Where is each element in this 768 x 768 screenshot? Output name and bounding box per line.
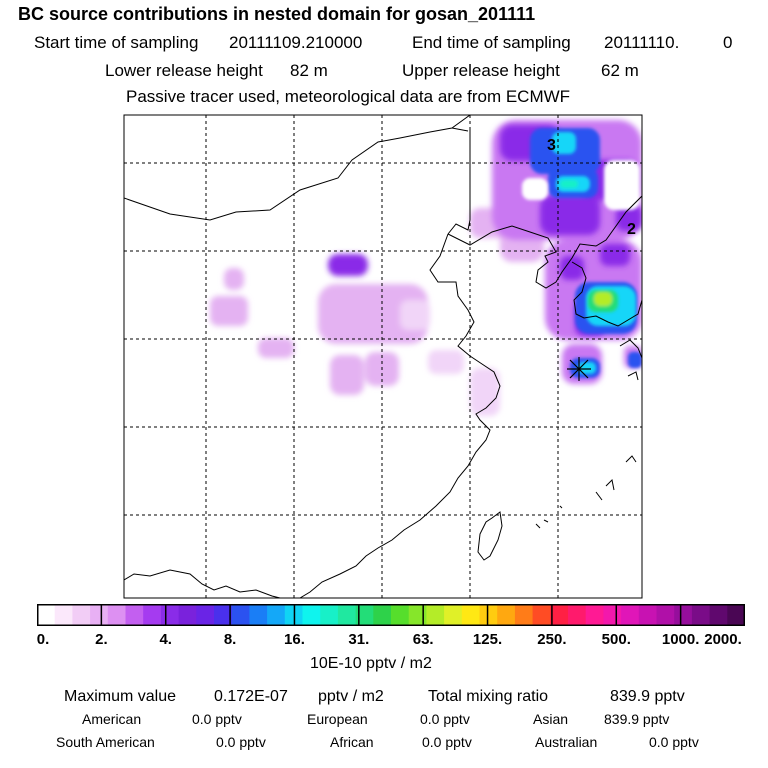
end-time-suffix: 0 [723, 33, 733, 52]
colorbar-swatch [391, 604, 410, 626]
region-asian-value: 839.9 pptv [604, 711, 670, 727]
colorbar-swatch [125, 604, 144, 626]
colorbar-tick-label: 2. [95, 631, 108, 648]
colorbar-swatch [568, 604, 587, 626]
colorbar-swatch [249, 604, 268, 626]
region-african-value: 0.0 pptv [422, 734, 472, 750]
colorbar-tick-label: 2000. [704, 631, 742, 648]
max-value: 0.172E-07 [214, 688, 288, 705]
max-value-unit: pptv / m2 [318, 688, 384, 705]
colorbar-tick-label: 125. [472, 631, 503, 648]
colorbar-swatch [550, 604, 569, 626]
colorbar-tick-label: 16. [284, 631, 305, 648]
receptor-star-icon [567, 357, 591, 381]
colorbar-swatch [479, 604, 498, 626]
colorbar-swatch [143, 604, 162, 626]
colorbar-swatch [674, 604, 693, 626]
contour-label-2: 2 [627, 221, 636, 238]
colorbar-swatch [54, 604, 73, 626]
region-american-label: American [82, 711, 142, 727]
colorbar-swatch [638, 604, 657, 626]
region-australian-value: 0.0 pptv [649, 734, 699, 750]
max-value-label: Maximum value [64, 688, 177, 705]
colorbar-swatch [160, 604, 180, 626]
map-frame [123, 114, 643, 599]
colorbar-swatch [426, 604, 445, 626]
region-south-american-value: 0.0 pptv [216, 734, 266, 750]
upper-release-label: Upper release height [402, 61, 560, 80]
colorbar-swatch [709, 604, 728, 626]
colorbar-units: 10E-10 pptv / m2 [310, 655, 432, 672]
colorbar-swatch [90, 604, 109, 626]
colorbar-swatch [214, 604, 233, 626]
region-asian-label: Asian [533, 711, 569, 727]
colorbar-tick-label: 250. [537, 631, 567, 648]
end-time-value: 20111110. [604, 33, 680, 52]
colorbar-swatch [621, 604, 640, 626]
colorbar-swatch [461, 604, 480, 626]
total-mixing-label: Total mixing ratio [428, 688, 549, 705]
colorbar-tick-label: 0. [36, 631, 50, 648]
end-time-label: End time of sampling [412, 33, 571, 52]
colorbar-swatch [408, 604, 427, 626]
concentration-field [124, 115, 642, 598]
tracer-note: Passive tracer used, meteorological data… [126, 87, 571, 106]
colorbar-swatch [178, 604, 197, 626]
colorbar-swatch [373, 604, 392, 626]
colorbar-tick-label: 1000. [661, 631, 700, 648]
lower-release-label: Lower release height [105, 61, 263, 80]
colorbar-swatch [727, 604, 746, 626]
colorbar-swatch [107, 604, 126, 626]
colorbar-swatch [497, 604, 516, 626]
colorbar-swatch [691, 604, 711, 626]
lat-lon-grid [124, 115, 642, 598]
start-time-label: Start time of sampling [34, 33, 199, 52]
colorbar-swatch [444, 604, 463, 626]
colorbar-tick-label: 500. [601, 631, 631, 648]
contour-label-3: 3 [547, 137, 556, 154]
colorbar-frame [37, 604, 745, 626]
region-american-value: 0.0 pptv [192, 711, 242, 727]
colorbar-swatches [36, 604, 746, 626]
colorbar-swatch [196, 604, 215, 626]
colorbar-swatch [656, 604, 675, 626]
coastlines [124, 115, 642, 598]
lower-release-value: 82 m [290, 61, 328, 80]
colorbar-swatch [585, 604, 604, 626]
colorbar-swatch [355, 604, 374, 626]
region-european-label: European [307, 711, 368, 727]
colorbar-swatch [532, 604, 551, 626]
colorbar-swatch [302, 604, 321, 626]
colorbar-swatch [37, 604, 56, 626]
upper-release-value: 62 m [601, 61, 639, 80]
plot-title: BC source contributions in nested domain… [18, 4, 536, 24]
colorbar-swatch [514, 604, 534, 626]
start-time-value: 20111109.210000 [229, 33, 363, 52]
colorbar-swatch [231, 604, 250, 626]
colorbar-swatch [267, 604, 286, 626]
region-african-label: African [330, 734, 374, 750]
region-european-value: 0.0 pptv [420, 711, 470, 727]
colorbar-tick-label: 8. [223, 631, 237, 648]
colorbar-tick-label: 4. [159, 631, 172, 648]
colorbar-tick-label: 63. [412, 631, 434, 648]
colorbar [36, 604, 746, 626]
colorbar-swatch [603, 604, 622, 626]
colorbar-swatch [72, 604, 91, 626]
region-australian-label: Australian [535, 734, 598, 750]
colorbar-swatch [320, 604, 339, 626]
total-mixing-value: 839.9 pptv [610, 688, 685, 705]
region-south-american-label: South American [56, 734, 155, 750]
colorbar-tick-label: 31. [348, 631, 370, 648]
colorbar-swatch [337, 604, 357, 626]
